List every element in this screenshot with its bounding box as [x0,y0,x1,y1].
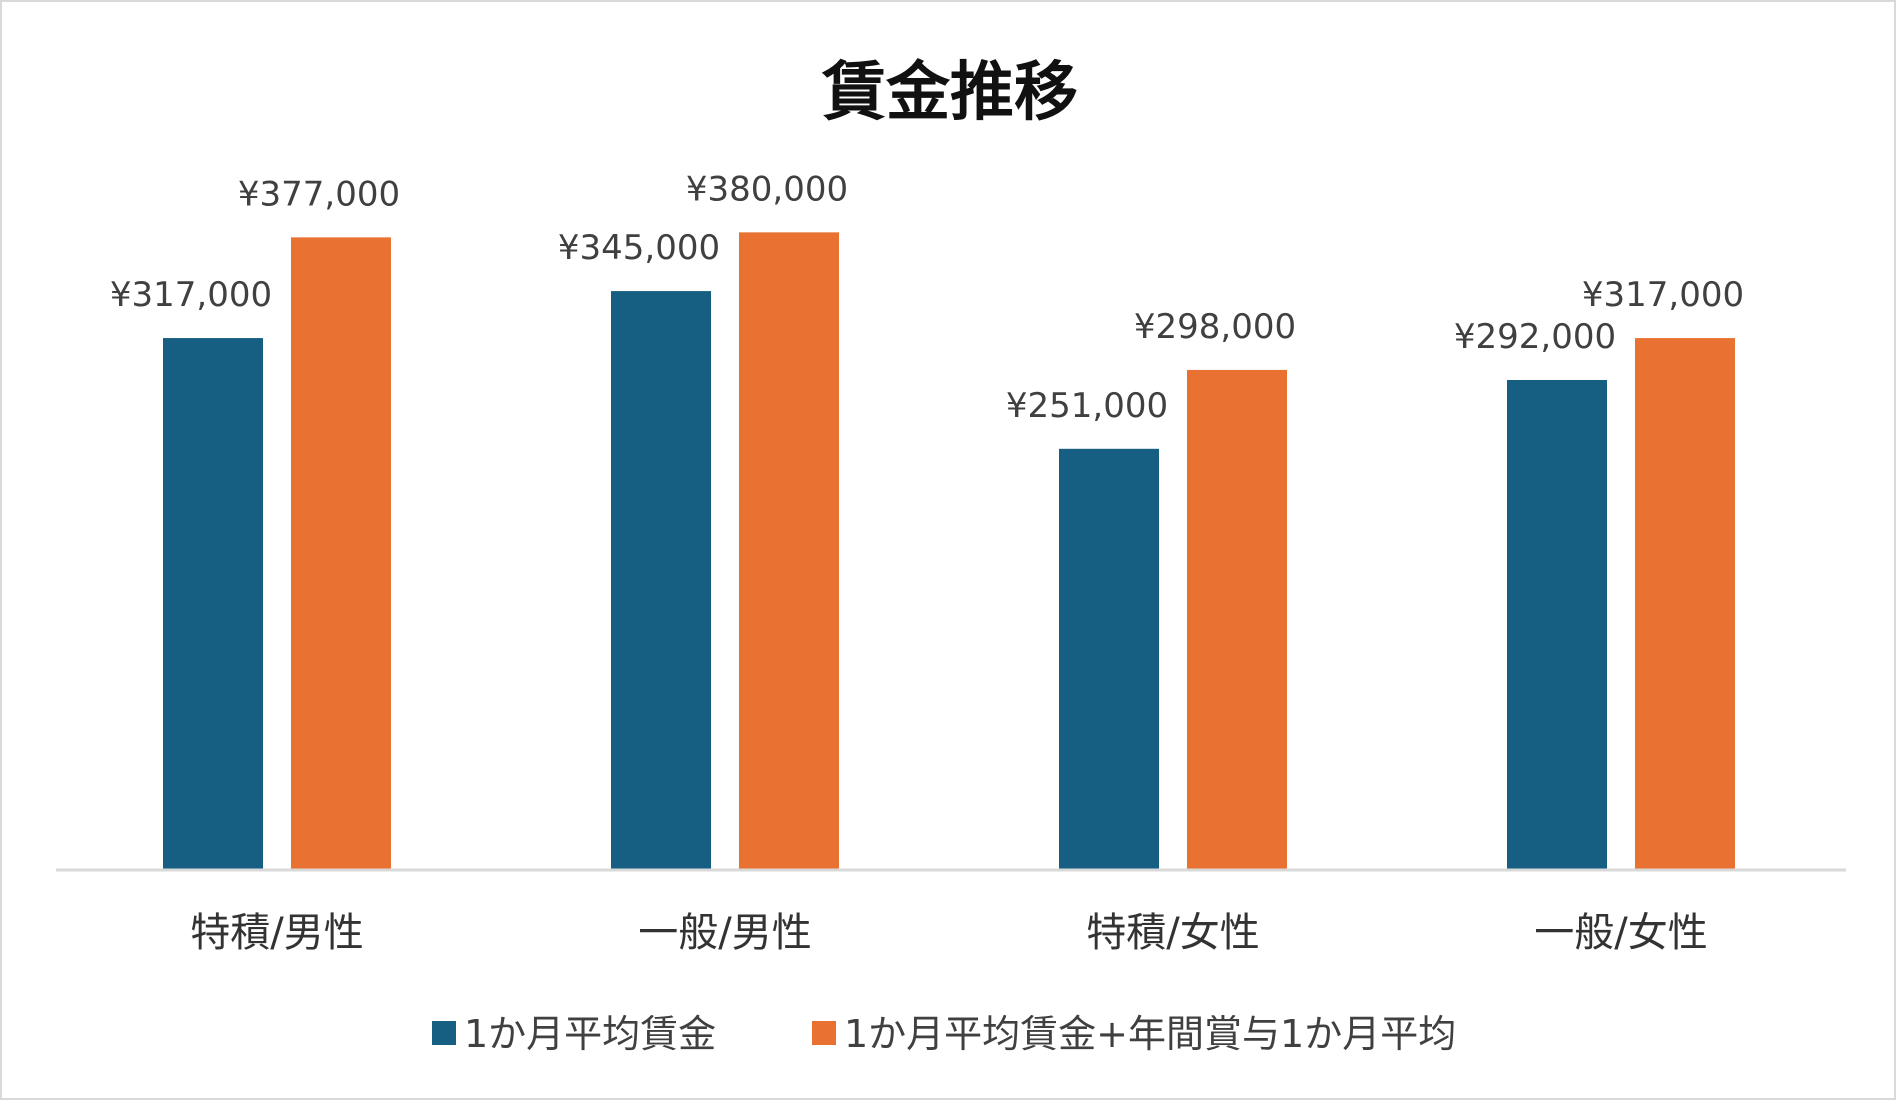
legend: 1か月平均賃金 1か月平均賃金+年間賞与1か月平均 [432,1012,1456,1056]
x-tick-label-1: 特積/男性 [190,910,363,956]
bar-2-4 [1635,338,1735,870]
bar-2-2 [739,232,839,871]
data-label-2-2: ¥380,000 [686,169,848,209]
bars-layer [163,232,1735,871]
x-tick-label-3: 特積/女性 [1086,910,1259,956]
data-label-1-4: ¥292,000 [1454,317,1616,357]
data-labels-layer: ¥317,000 ¥377,000 ¥345,000 ¥380,000 ¥251,000… [110,169,1744,425]
data-label-1-3: ¥251,000 [1006,386,1168,426]
x-tick-label-2: 一般/男性 [638,910,811,956]
legend-label-1: 1か月平均賃金 [464,1012,716,1056]
data-label-2-4: ¥317,000 [1582,275,1744,315]
data-label-1-1: ¥317,000 [110,275,272,315]
chart-title: 賃金推移 [821,56,1078,130]
bar-2-1 [291,237,391,870]
x-tick-label-4: 一般/女性 [1534,910,1707,956]
legend-swatch-2 [812,1021,836,1045]
bar-1-1 [163,338,263,870]
x-tick-labels: 特積/男性 一般/男性 特積/女性 一般/女性 [190,910,1707,956]
data-label-2-1: ¥377,000 [238,174,400,214]
legend-swatch-1 [432,1021,456,1045]
bar-2-3 [1187,369,1287,870]
bar-1-2 [611,291,711,870]
legend-label-2: 1か月平均賃金+年間賞与1か月平均 [844,1012,1456,1056]
bar-1-3 [1059,448,1159,870]
bar-1-4 [1507,380,1607,870]
data-label-1-2: ¥345,000 [558,228,720,268]
data-label-2-3: ¥298,000 [1134,307,1296,347]
